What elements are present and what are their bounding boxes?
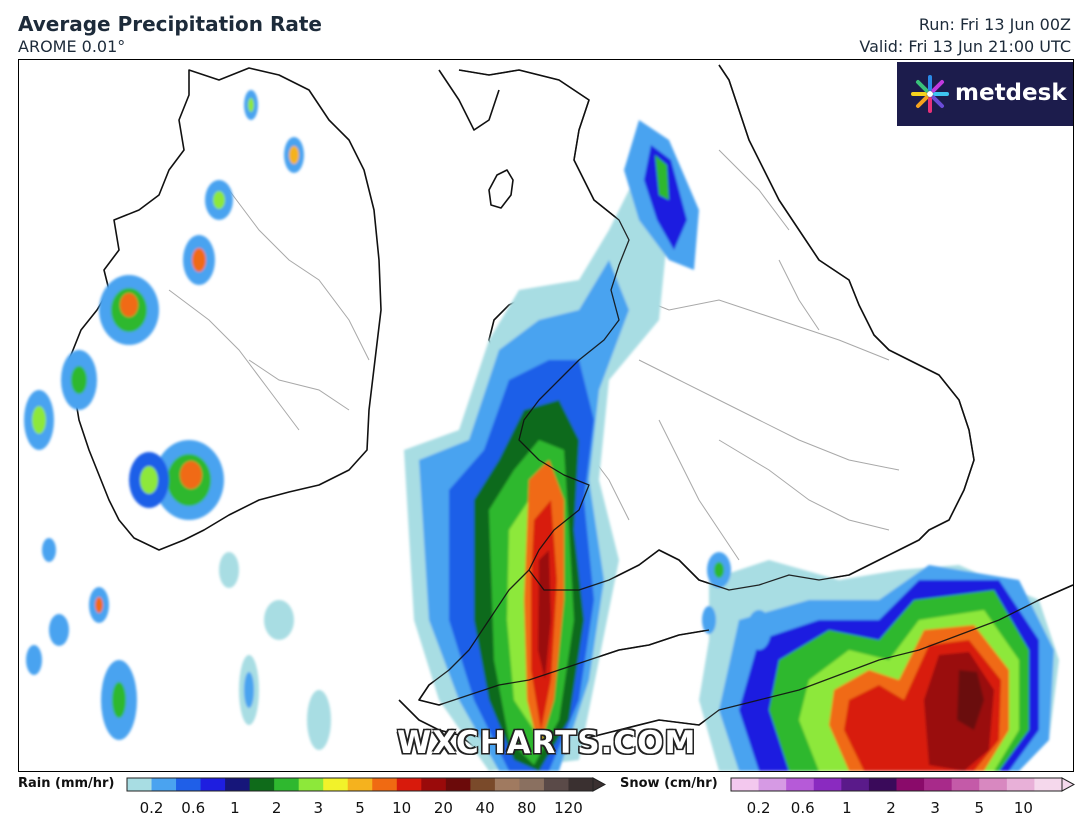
- rain-swatch: [127, 778, 153, 791]
- metdesk-logo-text: metdesk: [955, 80, 1067, 106]
- admin-borders: [168, 149, 900, 561]
- precip-storm-se-brown: [957, 670, 984, 730]
- snow-tick-label: 5: [974, 799, 985, 817]
- rain-swatch: [543, 778, 569, 791]
- ireland-coast: [68, 67, 382, 551]
- run-time: Run: Fri 13 Jun 00Z: [918, 15, 1071, 34]
- rain-overflow-arrow: [592, 777, 606, 792]
- isle-of-man-coast: [488, 169, 514, 209]
- rain-tick-label: 10: [392, 799, 412, 817]
- metdesk-flower-icon: [911, 75, 949, 113]
- wxcharts-watermark: WXCHARTS.COM: [397, 725, 697, 761]
- snow-swatch: [813, 778, 842, 791]
- rain-tick-label: 2: [271, 799, 282, 817]
- rain-swatch: [274, 778, 300, 791]
- rain-tick-label: 1: [230, 799, 240, 817]
- snow-swatch: [924, 778, 953, 791]
- scotland-coast: [438, 69, 500, 131]
- rain-tick-label: 40: [475, 799, 495, 817]
- snow-swatch: [1034, 778, 1063, 791]
- rain-border: [126, 777, 594, 792]
- rain-swatch: [347, 778, 373, 791]
- rain-swatch: [568, 778, 594, 791]
- snow-swatch: [841, 778, 870, 791]
- rain-swatch: [298, 778, 324, 791]
- snow-swatch: [731, 778, 760, 791]
- snow-colorbar: [730, 777, 1075, 792]
- rain-tick-label: 20: [433, 799, 453, 817]
- precip-band-west-darkred: [538, 550, 551, 680]
- rain-swatch: [396, 778, 422, 791]
- rain-swatch: [494, 778, 520, 791]
- rain-swatch: [421, 778, 447, 791]
- snow-swatch: [786, 778, 815, 791]
- snow-legend-label: Snow (cm/hr): [620, 776, 718, 791]
- map-canvas: [24, 64, 1073, 771]
- precip-cell-north-green: [655, 155, 669, 200]
- precipitation-field: [24, 90, 1059, 771]
- precipitation-map[interactable]: metdesk WXCHARTS.COM: [18, 59, 1074, 772]
- snow-swatch: [868, 778, 897, 791]
- rain-swatch: [372, 778, 398, 791]
- rain-colorbar: [126, 777, 606, 792]
- snow-tick-label: 0.6: [790, 799, 815, 817]
- snow-swatch: [979, 778, 1008, 791]
- rain-swatch: [225, 778, 251, 791]
- valid-time: Valid: Fri 13 Jun 21:00 UTC: [859, 37, 1071, 56]
- snow-swatch: [896, 778, 925, 791]
- rain-tick-label: 0.2: [139, 799, 164, 817]
- snow-swatch: [1006, 778, 1035, 791]
- rain-swatch: [323, 778, 349, 791]
- chart-title: Average Precipitation Rate: [18, 12, 322, 36]
- metdesk-logo[interactable]: metdesk: [897, 62, 1073, 126]
- rain-tick-label: 0.6: [181, 799, 206, 817]
- rain-tick-label: 3: [313, 799, 324, 817]
- precip-showers-ireland: [24, 90, 771, 750]
- rain-tick-label: 80: [517, 799, 537, 817]
- rain-swatch: [470, 778, 496, 791]
- snow-swatch: [758, 778, 787, 791]
- snow-border: [730, 777, 1063, 792]
- snow-tick-label: 3: [930, 799, 940, 817]
- snow-tick-label: 1: [842, 799, 852, 817]
- rain-swatch: [176, 778, 202, 791]
- rain-swatch: [200, 778, 226, 791]
- rain-swatch: [519, 778, 545, 791]
- rain-swatch: [249, 778, 275, 791]
- snow-tick-label: 10: [1013, 799, 1033, 817]
- rain-tick-label: 120: [554, 799, 583, 817]
- rain-tick-label: 5: [355, 799, 365, 817]
- snow-tick-label: 0.2: [746, 799, 771, 817]
- snow-overflow-arrow: [1061, 777, 1075, 792]
- snow-tick-label: 2: [886, 799, 896, 817]
- snow-swatch: [951, 778, 980, 791]
- rain-swatch: [445, 778, 471, 791]
- rain-swatch: [151, 778, 177, 791]
- model-label: AROME 0.01°: [18, 37, 126, 56]
- rain-legend-label: Rain (mm/hr): [18, 776, 115, 791]
